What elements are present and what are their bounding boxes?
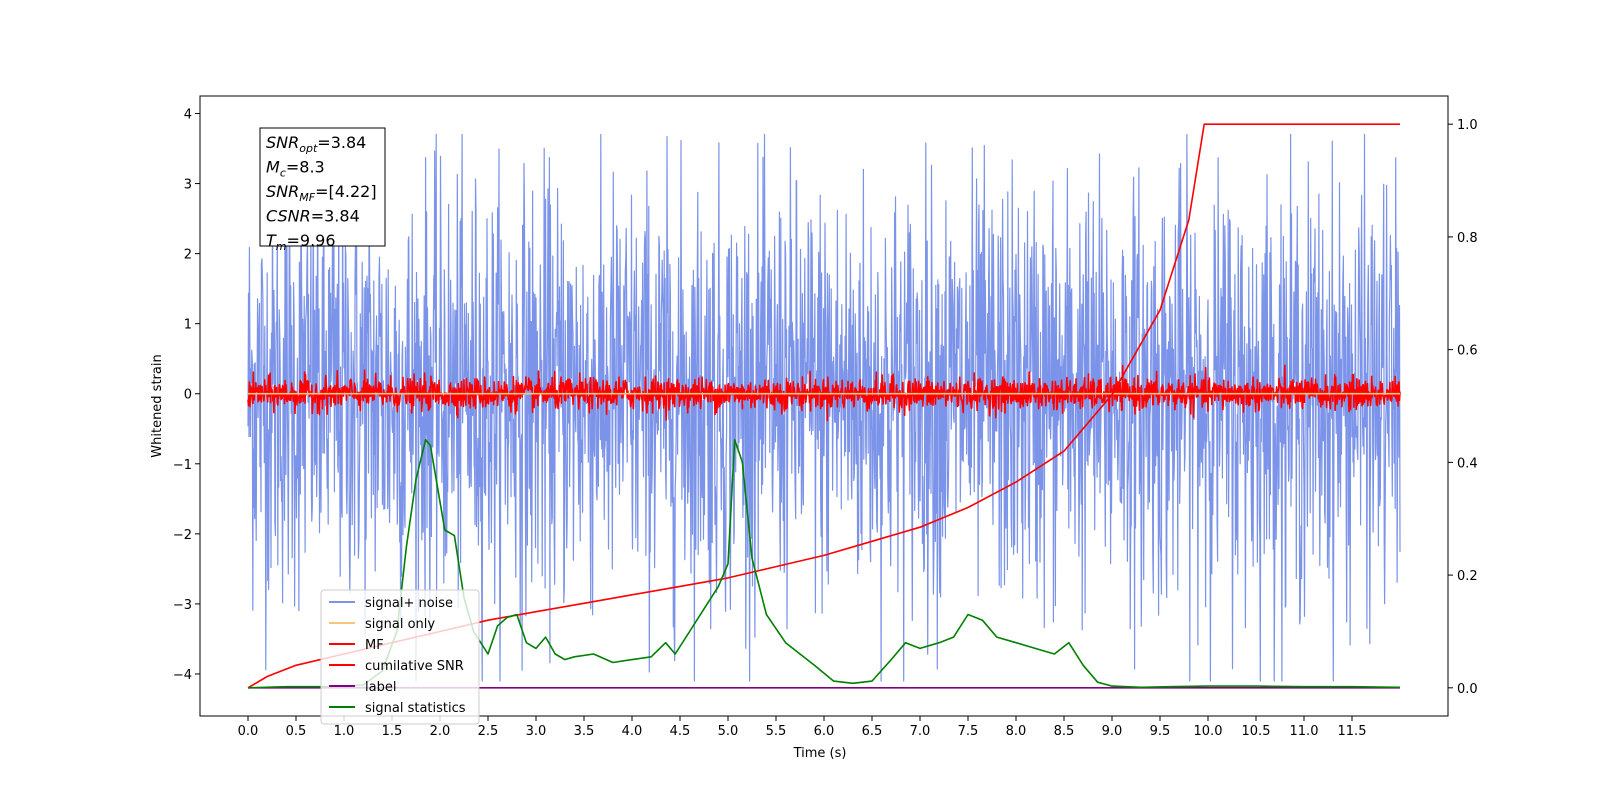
annotation-value: =9.96 [287,231,336,250]
y-tick-label: 1 [184,318,192,333]
x-tick-label: 6.5 [862,724,883,739]
y2-tick-label: 0.2 [1457,569,1478,584]
legend-label: signal only [365,617,435,632]
x-tick-label: 3.0 [526,724,547,739]
y-tick-label: 0 [184,388,192,403]
x-tick-label: 9.0 [1102,724,1123,739]
y-tick-label: −1 [173,458,192,473]
parameter-annotation-box: SNRopt=3.84Mc=8.3SNRMF=[4.22]CSNR=3.84Tm… [259,127,386,253]
annotation-line: CSNR=3.84 [266,207,360,226]
annotation-subscript: opt [299,142,318,155]
annotation-value: =[4.22] [315,182,377,201]
series-line-signal-noise [247,133,1401,682]
y-axis-left: −4 −3 −2 −1 0 1 2 3 4 [173,108,200,683]
x-tick-label: 10.5 [1242,724,1271,739]
y2-tick-label: 0.4 [1457,456,1478,471]
x-tick-label: 10.0 [1194,724,1223,739]
annotation-value: =8.3 [286,158,325,177]
x-tick-label: 8.5 [1054,724,1075,739]
annotation-subscript: MF [299,191,315,204]
y-tick-label: 2 [184,248,192,263]
x-tick-label: 3.5 [574,724,595,739]
y-tick-label: −2 [173,528,192,543]
x-tick-label: 5.0 [718,724,739,739]
annotation-subscript: m [276,240,287,253]
x-tick-label: 2.5 [478,724,499,739]
y2-tick-label: 0.0 [1457,682,1478,697]
x-axis: 0.0 0.5 1.0 1.5 2.0 2.5 3.0 3.5 4.0 4.5 5.0 5.5 6.0 6… [238,716,1367,739]
y2-tick-label: 0.6 [1457,344,1478,359]
x-tick-label: 2.0 [430,724,451,739]
legend-label: signal+ noise [365,596,453,611]
y2-tick-label: 1.0 [1457,118,1478,133]
x-tick-label: 5.5 [766,724,787,739]
legend-label: label [365,680,396,695]
x-tick-label: 1.0 [334,724,355,739]
series-line-mf [247,364,1401,422]
y-axis-right: 0.0 0.2 0.4 0.6 0.8 1.0 [1448,118,1478,697]
annotation-value: =3.84 [317,133,366,152]
x-tick-label: 0.5 [286,724,307,739]
x-tick-label: 4.5 [670,724,691,739]
x-tick-label: 11.0 [1290,724,1319,739]
annotation-symbol: CSNR [266,207,311,226]
legend-label: MF [365,638,384,653]
legend-label: signal statistics [365,701,466,716]
y-tick-label: 3 [184,178,192,193]
x-tick-label: 8.0 [1006,724,1027,739]
series-line-signal-statistics [247,439,1401,689]
x-tick-label: 11.5 [1338,724,1367,739]
annotation-line: Mc=8.3 [266,158,325,180]
annotation-line: SNRopt=3.84 [266,133,366,155]
annotation-frame [259,127,386,247]
x-tick-label: 7.0 [910,724,931,739]
annotation-line: Tm=9.96 [266,231,336,253]
x-tick-label: 1.5 [382,724,403,739]
legend: signal+ noise signal only MF cumilative SNR… [320,589,480,725]
y-tick-label: 4 [184,108,192,123]
annotation-value: =3.84 [311,207,360,226]
annotation-symbol: T [266,231,277,250]
annotation-symbol: SNR [266,133,299,152]
y2-tick-label: 0.8 [1457,231,1478,246]
legend-frame [320,589,480,725]
x-axis-title: Time (s) [793,746,847,761]
annotation-symbol: M [266,158,280,177]
annotation-subscript: c [280,167,286,180]
legend-label: cumilative SNR [365,659,464,674]
y-tick-label: −3 [173,598,192,613]
x-tick-label: 6.0 [814,724,835,739]
x-tick-label: 0.0 [238,724,259,739]
y-tick-label: −4 [173,668,192,683]
annotation-line: SNRMF=[4.22] [266,182,377,204]
x-tick-label: 7.5 [958,724,979,739]
y-axis-title: Whitened strain [150,354,165,457]
annotation-symbol: SNR [266,182,299,201]
x-tick-label: 9.5 [1150,724,1171,739]
x-tick-label: 4.0 [622,724,643,739]
